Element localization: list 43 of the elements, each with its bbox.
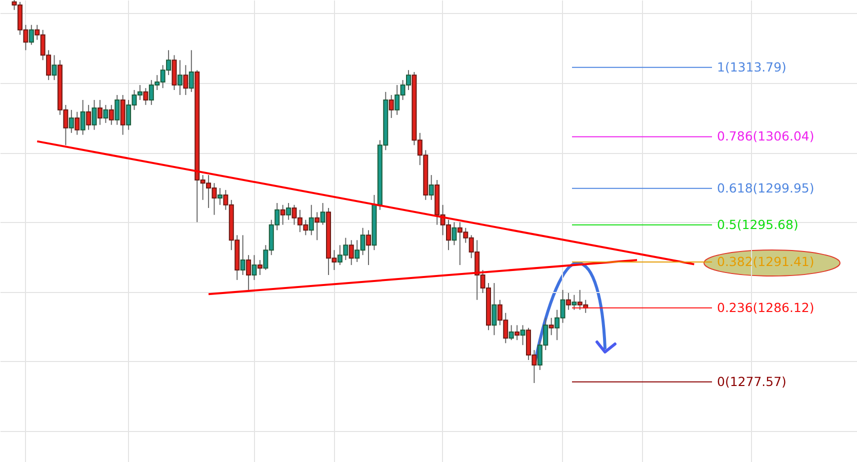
annotation: 0(1277.57) [717, 374, 786, 389]
candlestick [452, 222, 457, 246]
candlestick [366, 230, 372, 266]
candlestick [240, 234, 246, 276]
candlestick [177, 60, 182, 96]
candlestick [388, 94, 394, 118]
candlestick [52, 54, 57, 81]
candlestick [108, 104, 114, 126]
candlestick [508, 324, 514, 341]
candlestick [74, 111, 80, 136]
candlestick [514, 324, 520, 341]
candlestick [86, 104, 92, 130]
candlestick [572, 294, 577, 310]
annotation: 0.236(1286.12) [717, 300, 814, 315]
candlestick [92, 99, 97, 130]
candlestick [183, 64, 188, 96]
candlestick [246, 254, 252, 290]
candlestick [217, 188, 222, 206]
candlestick [280, 204, 286, 226]
candlestick [114, 94, 120, 126]
candlestick [320, 202, 326, 226]
candlestick [566, 292, 571, 310]
candlestick [548, 317, 554, 336]
annotation: 0.786(1306.04) [717, 128, 814, 144]
candlestick [80, 99, 86, 136]
annotation: 0.5(1295.68) [717, 216, 798, 232]
candlestick [492, 282, 497, 336]
candlestick [314, 212, 320, 241]
candlestick [252, 254, 257, 280]
annotation: 1(1313.79) [717, 59, 786, 74]
candlestick [286, 202, 292, 220]
candlestick [257, 260, 262, 276]
candlestick [103, 104, 108, 124]
candlestick [308, 204, 314, 236]
candlestick [68, 109, 74, 134]
candlestick [28, 24, 34, 46]
candlestick [188, 50, 194, 92]
annotation: 0.618(1299.95) [717, 180, 814, 196]
candlestick [520, 324, 526, 346]
candlestick [348, 240, 354, 266]
candlestick [428, 174, 434, 200]
candlestick [143, 88, 148, 106]
candlestick [97, 99, 102, 126]
